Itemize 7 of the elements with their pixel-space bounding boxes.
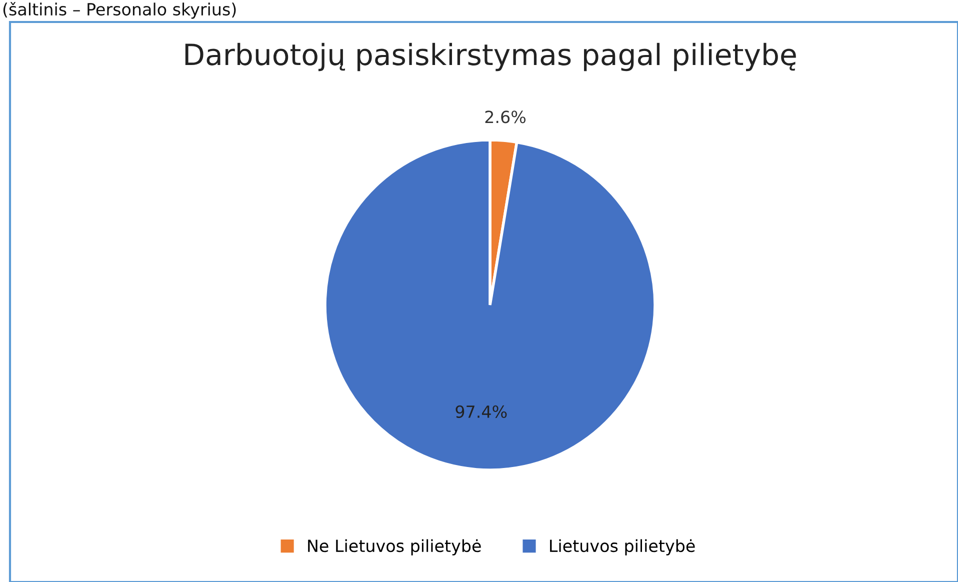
data-label: 2.6% [485,110,526,124]
data-label: 97.4% [456,405,507,418]
legend-label: Lietuvos pilietybė [550,539,695,556]
pie-slice [324,138,656,472]
text: (šaltinis – Personalo skyrius) [3,2,236,19]
chart-title: Darbuotojų pasiskirstymas pagal pilietybę [185,42,796,72]
legend-label: Ne Lietuvos pilietybė [308,539,481,556]
